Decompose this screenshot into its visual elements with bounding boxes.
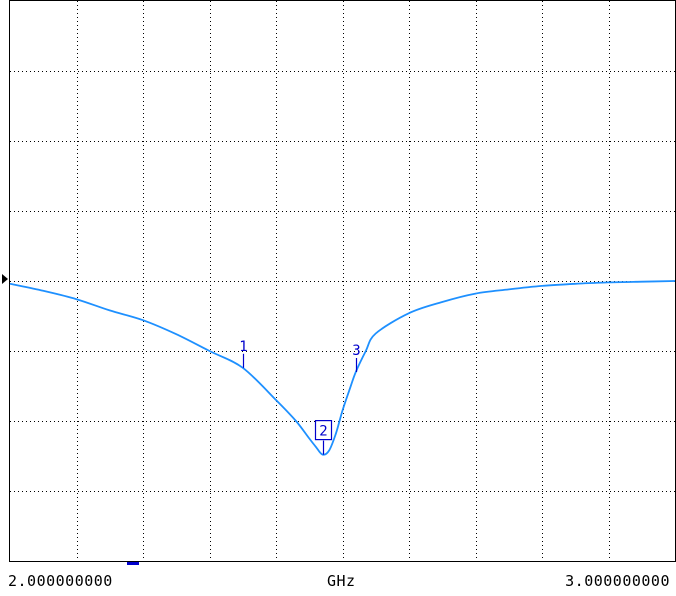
marker-label: 3 [352, 343, 360, 359]
x-end-label: 3.000000000 [565, 572, 670, 590]
marker-box [314, 420, 333, 441]
grid-lines [10, 1, 675, 561]
marker-label: 2 [319, 424, 327, 440]
trace-line [9, 280, 676, 456]
marker-label: 1 [239, 339, 247, 355]
marker-2: 2 [314, 420, 333, 455]
marker-1: 1 [239, 339, 248, 368]
x-axis-unit-label: GHz [327, 572, 356, 590]
x-start-label: 2.000000000 [8, 572, 113, 590]
reference-level-pointer [2, 274, 8, 284]
start-frequency-tick [127, 562, 139, 565]
markers: 1 2 3 [239, 339, 361, 455]
marker-3: 3 [352, 343, 361, 372]
